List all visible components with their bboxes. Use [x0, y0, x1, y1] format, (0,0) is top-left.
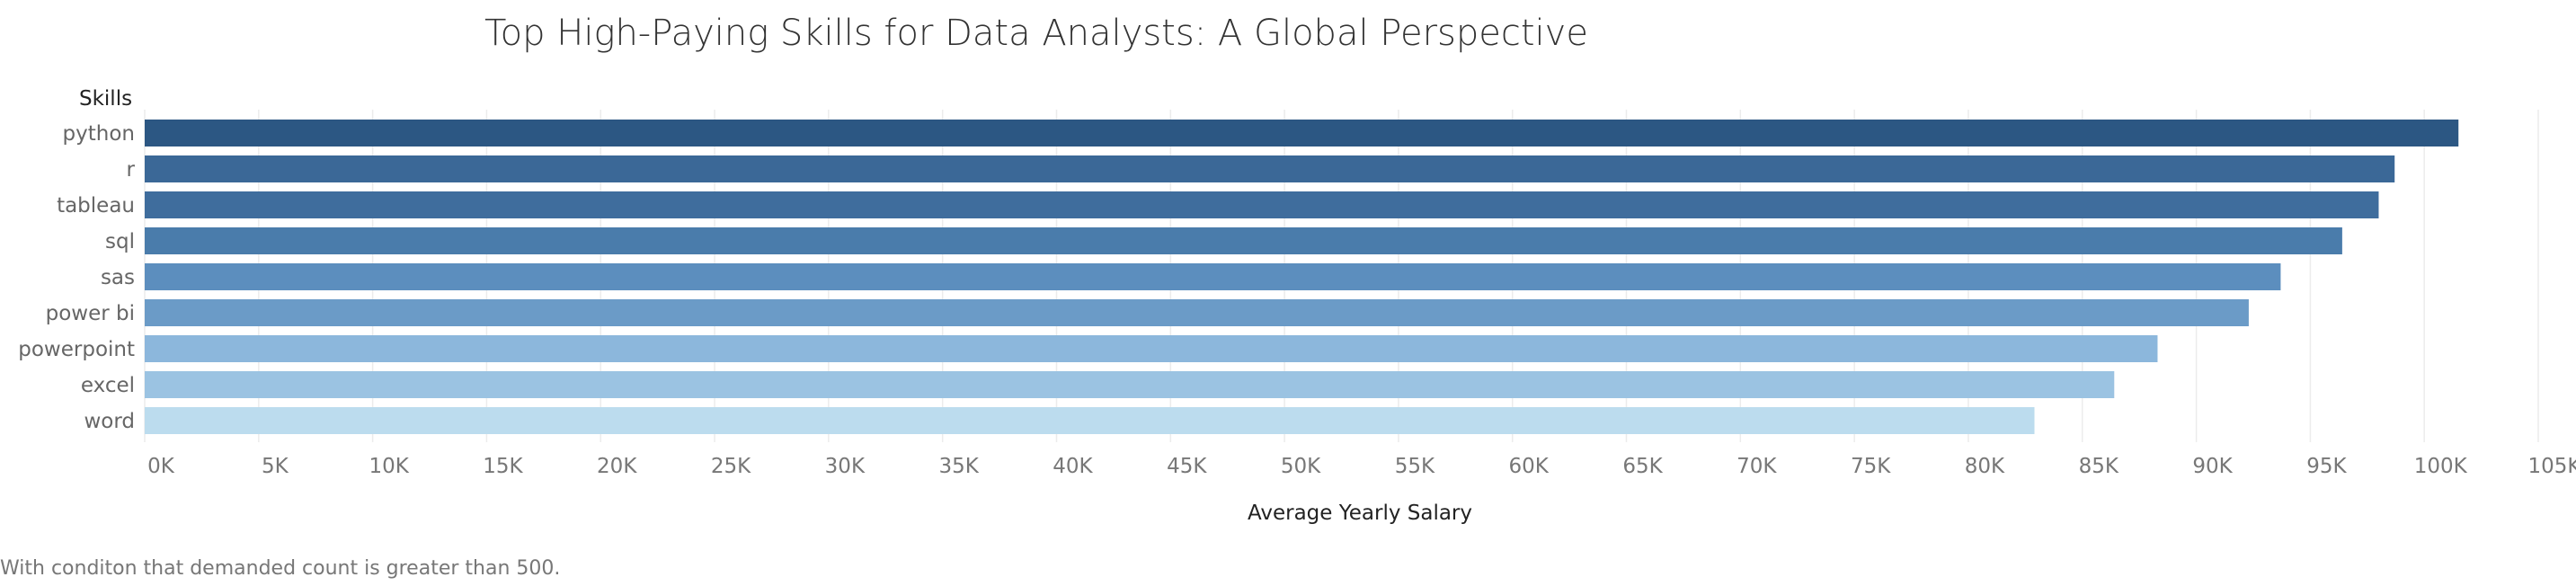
bar-excel[interactable]: [145, 371, 2115, 398]
x-tick-label: 45K: [1167, 455, 1207, 478]
x-tick-label: 15K: [483, 455, 523, 478]
bar-r[interactable]: [145, 155, 2395, 182]
category-label: powerpoint: [18, 338, 135, 361]
x-tick-label: 100K: [2414, 455, 2468, 478]
category-label: power bi: [46, 302, 135, 325]
bar-sql[interactable]: [145, 227, 2342, 254]
chart-title: Top High-Paying Skills for Data Analysts…: [484, 13, 1588, 54]
category-label: sas: [101, 266, 135, 289]
bar-power-bi[interactable]: [145, 299, 2249, 326]
category-label: r: [127, 158, 136, 182]
x-tick-label: 50K: [1281, 455, 1321, 478]
bar-tableau[interactable]: [145, 191, 2379, 218]
x-tick-labels: 0K 5K 10K 15K 20K 25K 30K 35K 40K 45K 50K 55K 60K 65K…: [147, 455, 2576, 478]
x-tick-label: 25K: [711, 455, 751, 478]
bars: [145, 120, 2459, 434]
x-tick-label: 70K: [1737, 455, 1777, 478]
x-tick-label: 60K: [1509, 455, 1550, 478]
category-label: tableau: [57, 194, 135, 218]
bar-python[interactable]: [145, 120, 2459, 146]
bar-sas[interactable]: [145, 263, 2281, 290]
footnote: With conditon that demanded count is gre…: [0, 557, 561, 580]
bar-word[interactable]: [145, 407, 2035, 434]
x-tick-label: 105K: [2528, 455, 2576, 478]
category-label: excel: [81, 374, 135, 397]
x-tick-label: 85K: [2079, 455, 2119, 478]
x-tick-label: 40K: [1053, 455, 1093, 478]
x-tick-label: 65K: [1622, 455, 1663, 478]
x-tick-label: 55K: [1395, 455, 1435, 478]
x-tick-label: 5K: [262, 455, 289, 478]
x-tick-label: 10K: [369, 455, 409, 478]
y-axis-title: Skills: [79, 87, 132, 111]
x-tick-label: 75K: [1851, 455, 1891, 478]
category-labels: python r tableau sql sas power bi powerpoint ex…: [18, 122, 135, 433]
x-tick-label: 30K: [825, 455, 866, 478]
x-tick-label: 35K: [938, 455, 979, 478]
x-tick-label: 90K: [2192, 455, 2233, 478]
x-tick-label: 80K: [1965, 455, 2005, 478]
category-label: python: [63, 122, 135, 146]
category-label: word: [84, 410, 135, 433]
x-axis-title: Average Yearly Salary: [1248, 502, 1472, 525]
category-label: sql: [105, 230, 135, 253]
x-tick-label: 95K: [2306, 455, 2347, 478]
x-tick-label: 20K: [597, 455, 637, 478]
bar-powerpoint[interactable]: [145, 335, 2158, 362]
x-tick-label: 0K: [147, 455, 175, 478]
